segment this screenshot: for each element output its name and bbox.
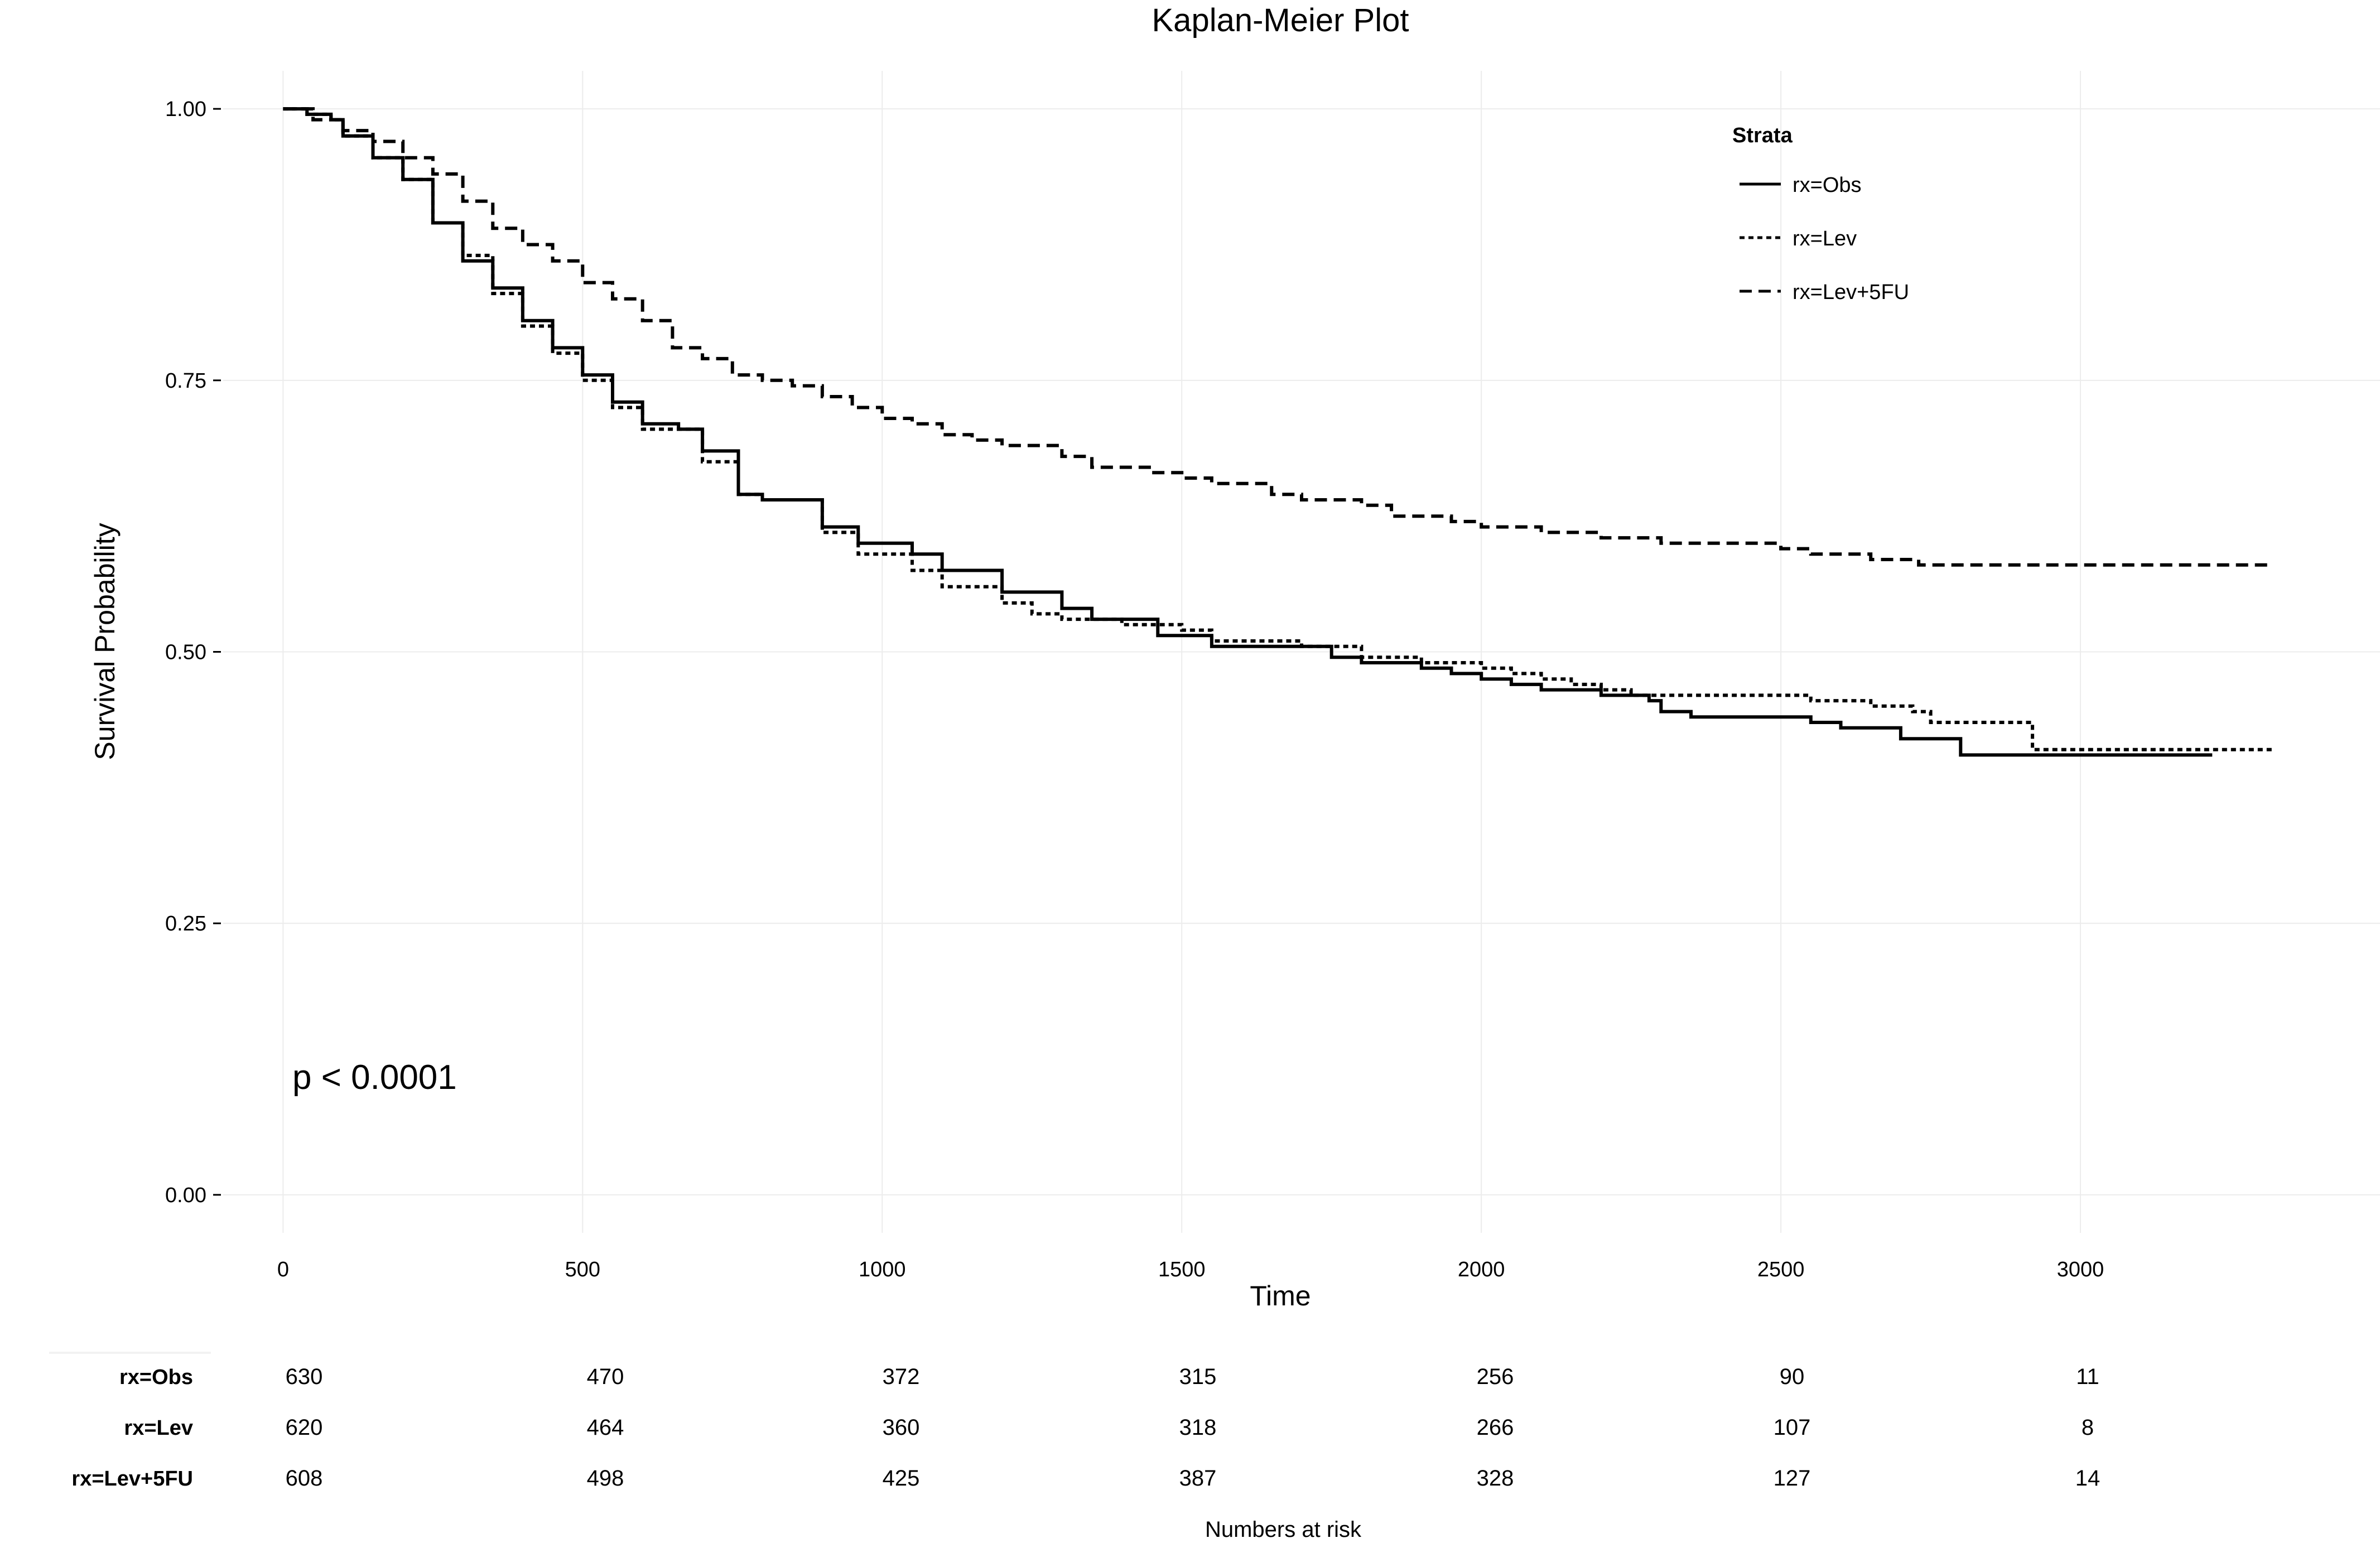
risk-cell: 266 bbox=[1476, 1415, 1514, 1440]
y-tick-label: 0.50 bbox=[165, 641, 206, 664]
x-tick-label: 2500 bbox=[1757, 1258, 1805, 1281]
risk-cell: 14 bbox=[2075, 1466, 2100, 1491]
risk-cell: 11 bbox=[2076, 1364, 2099, 1389]
risk-cell: 470 bbox=[586, 1364, 624, 1389]
risk-cell: 464 bbox=[586, 1415, 624, 1440]
y-tick-label: 1.00 bbox=[165, 98, 206, 121]
legend: Strata rx=Obs rx=Lev rx=Lev+5FU bbox=[1732, 124, 1909, 304]
risk-cell: 372 bbox=[882, 1364, 920, 1389]
series-line-rx-lev-5fu bbox=[283, 107, 2272, 567]
x-tick-label: 500 bbox=[565, 1258, 600, 1281]
y-axis: 0.00 0.25 0.50 0.75 1.00 bbox=[165, 98, 221, 1207]
x-axis-label: Time bbox=[1250, 1280, 1311, 1311]
y-tick-label: 0.00 bbox=[165, 1184, 206, 1207]
risk-cell: 127 bbox=[1773, 1466, 1811, 1491]
legend-label: rx=Lev bbox=[1793, 227, 1857, 250]
y-tick-label: 0.25 bbox=[165, 912, 206, 936]
risk-cell: 318 bbox=[1179, 1415, 1217, 1440]
grid bbox=[223, 71, 2380, 1233]
risk-cell: 620 bbox=[285, 1415, 323, 1440]
risk-row-label: rx=Obs bbox=[119, 1366, 193, 1389]
risk-table-rule bbox=[49, 1352, 211, 1354]
legend-label: rx=Obs bbox=[1793, 173, 1862, 197]
y-tick-label: 0.75 bbox=[165, 369, 206, 393]
risk-cell: 328 bbox=[1476, 1466, 1514, 1491]
risk-cell: 315 bbox=[1179, 1364, 1217, 1389]
legend-title: Strata bbox=[1732, 124, 1793, 147]
risk-cell: 425 bbox=[882, 1466, 920, 1491]
risk-cell: 90 bbox=[1779, 1364, 1805, 1389]
risk-cell: 107 bbox=[1773, 1415, 1811, 1440]
chart-title: Kaplan-Meier Plot bbox=[1152, 2, 1409, 38]
x-tick-label: 0 bbox=[277, 1258, 289, 1281]
risk-cell: 608 bbox=[285, 1466, 323, 1491]
x-tick-label: 2000 bbox=[1458, 1258, 1505, 1281]
risk-cell: 630 bbox=[285, 1364, 323, 1389]
risk-table-caption: Numbers at risk bbox=[1205, 1517, 1362, 1542]
series-line-rx-obs bbox=[283, 107, 2213, 757]
x-tick-label: 1000 bbox=[859, 1258, 906, 1281]
risk-cell: 360 bbox=[882, 1415, 920, 1440]
risk-cell: 498 bbox=[586, 1466, 624, 1491]
risk-row-label: rx=Lev+5FU bbox=[71, 1467, 193, 1491]
legend-label: rx=Lev+5FU bbox=[1793, 281, 1909, 304]
x-tick-label: 3000 bbox=[2057, 1258, 2104, 1281]
x-tick-label: 1500 bbox=[1158, 1258, 1206, 1281]
risk-row-label: rx=Lev bbox=[124, 1416, 193, 1440]
risk-cell: 8 bbox=[2081, 1415, 2094, 1440]
series-line-rx-lev bbox=[283, 107, 2272, 751]
risk-table: Numbers at risk rx=Obs 630 470 372 315 256 90 1… bbox=[0, 1333, 2380, 1543]
survival-curves bbox=[283, 107, 2272, 757]
risk-cell: 387 bbox=[1179, 1466, 1217, 1491]
x-axis: 0 500 1000 1500 2000 2500 3000 bbox=[277, 1258, 2104, 1281]
y-axis-label: Survival Probability bbox=[89, 523, 121, 760]
risk-cell: 256 bbox=[1476, 1364, 1514, 1389]
p-value-annotation: p < 0.0001 bbox=[292, 1058, 457, 1097]
